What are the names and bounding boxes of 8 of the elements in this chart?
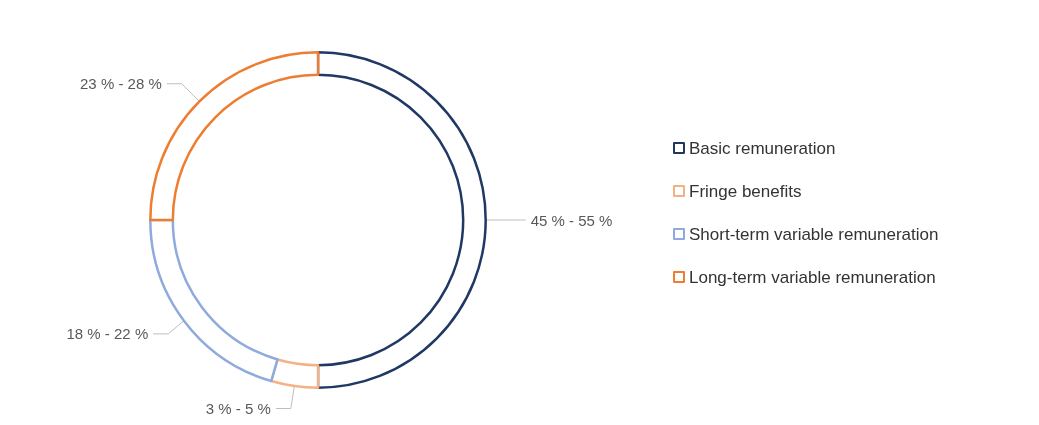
legend-label: Fringe benefits [689,181,802,201]
text: 23 % - 28 % [80,75,162,93]
legend-label: Short-term variable remuneration [689,224,939,244]
text: 3 % - 5 % [205,400,271,417]
legend-label: Long-term variable remuneration [689,267,936,287]
text: 18 % - 22 % [66,325,149,343]
text: 45 % - 55 % [530,211,613,229]
legend-label: Basic remuneration [689,138,836,158]
